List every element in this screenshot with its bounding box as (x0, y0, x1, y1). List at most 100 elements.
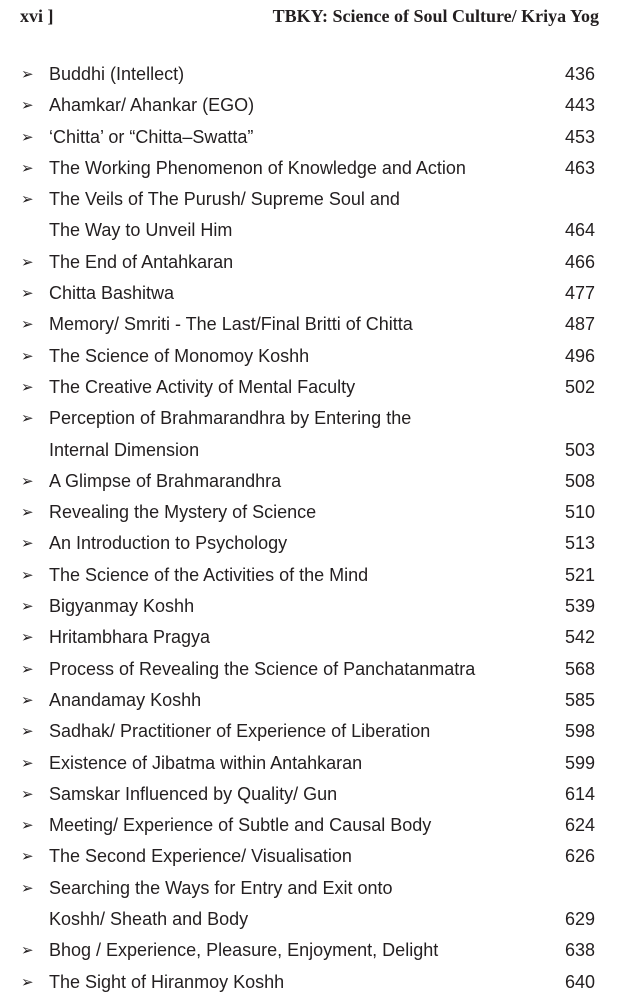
toc-entry: ➢ ‘Chitta’ or “Chitta–Swatta” 453 (0, 122, 633, 153)
toc-entry: ➢ A Glimpse of Brahmarandhra 508 (0, 466, 633, 497)
arrow-bullet-icon: ➢ (21, 535, 34, 553)
toc-entry: ➢ The Working Phenomenon of Knowledge and… (0, 153, 633, 184)
toc-entry-title: The Science of the Activities of the Min… (49, 564, 369, 585)
toc-entry-page: 508 (564, 470, 595, 491)
toc-entry-page: 443 (564, 95, 595, 116)
toc-entry-title: Chitta Bashitwa (49, 283, 175, 304)
toc-entry: The Way to Unveil Him 464 (0, 215, 633, 246)
toc-entry-page: 614 (564, 783, 595, 804)
toc-entry-page: 539 (564, 596, 595, 617)
toc-entry-title: Revealing the Mystery of Science (49, 502, 317, 523)
toc-entry-title: The End of Antahkaran (49, 251, 234, 272)
toc-entry: ➢ Memory/ Smriti - The Last/Final Britti … (0, 309, 633, 340)
toc-entry-page: 585 (564, 689, 595, 710)
toc-entry: ➢ The Science of the Activities of the Mi… (0, 560, 633, 591)
arrow-bullet-icon: ➢ (21, 848, 34, 866)
toc-entry-title: Perception of Brahmarandhra by Entering … (49, 408, 412, 429)
arrow-bullet-icon: ➢ (21, 378, 34, 396)
toc-entry-page: 503 (564, 439, 595, 460)
arrow-bullet-icon: ➢ (21, 723, 34, 741)
toc-entry-page: 487 (564, 314, 595, 335)
toc-entry-page: 568 (564, 658, 595, 679)
toc-entry: Koshh/ Sheath and Body 629 (0, 904, 633, 935)
toc-entry-title: An Introduction to Psychology (49, 533, 288, 554)
toc-entry-page: 453 (564, 126, 595, 147)
arrow-bullet-icon: ➢ (21, 66, 34, 83)
toc-entry: ➢ The End of Antahkaran 466 (0, 247, 633, 278)
toc-entry: ➢ Existence of Jibatma within Antahkaran 5… (0, 748, 633, 779)
toc-entry-title: A Glimpse of Brahmarandhra (49, 470, 282, 491)
toc-entry-page: 513 (564, 533, 595, 554)
toc-entry-page: 598 (564, 721, 595, 742)
toc-entry: ➢ Samskar Influenced by Quality/ Gun 614 (0, 779, 633, 810)
page-number: xvi ] (20, 6, 54, 26)
arrow-bullet-icon: ➢ (21, 785, 34, 803)
toc-entry-page: 624 (564, 815, 595, 836)
arrow-bullet-icon: ➢ (21, 410, 34, 428)
toc-entry: ➢ The Veils of The Purush/ Supreme Soul a… (0, 184, 633, 215)
toc-entry-page: 477 (564, 283, 595, 304)
toc-entry-page: 464 (564, 220, 595, 241)
arrow-bullet-icon: ➢ (21, 660, 34, 678)
arrow-bullet-icon: ➢ (21, 754, 34, 772)
toc-entry: ➢ The Sight of Hiranmoy Koshh 640 (0, 967, 633, 998)
arrow-bullet-icon: ➢ (21, 285, 34, 303)
toc-entry-title: Samskar Influenced by Quality/ Gun (49, 783, 338, 804)
arrow-bullet-icon: ➢ (21, 942, 34, 960)
toc-entry: ➢ Process of Revealing the Science of Pan… (0, 654, 633, 685)
toc-entry: Internal Dimension 503 (0, 435, 633, 466)
toc-entry: ➢ Bhog / Experience, Pleasure, Enjoyment,… (0, 935, 633, 966)
toc-entry-title: Memory/ Smriti - The Last/Final Britti o… (49, 314, 413, 335)
toc-entry: ➢ Bigyanmay Koshh 539 (0, 591, 633, 622)
arrow-bullet-icon: ➢ (21, 347, 34, 365)
toc-entry-page: 502 (564, 376, 595, 397)
toc-entry-title: Meeting/ Experience of Subtle and Causal… (49, 815, 432, 836)
arrow-bullet-icon: ➢ (21, 316, 34, 334)
toc-entry-title: The Sight of Hiranmoy Koshh (49, 971, 285, 992)
toc-entry-title: Ahamkar/ Ahankar (EGO) (49, 95, 255, 116)
arrow-bullet-icon: ➢ (21, 97, 34, 115)
toc-entry-title: Process of Revealing the Science of Panc… (49, 658, 476, 679)
toc-entry-title: The Science of Monomoy Koshh (49, 345, 310, 366)
toc-entry-page: 463 (564, 157, 595, 178)
toc-entry-page: 496 (564, 345, 595, 366)
toc-entry: ➢ Anandamay Koshh 585 (0, 685, 633, 716)
arrow-bullet-icon: ➢ (21, 504, 34, 522)
table-of-contents: ➢ Buddhi (Intellect) 436 ➢ Ahamkar/ Ahankar … (0, 59, 633, 998)
toc-entry-title: Internal Dimension (49, 439, 200, 460)
toc-entry-title: Bigyanmay Koshh (49, 596, 195, 617)
toc-entry-page: 510 (564, 502, 595, 523)
toc-entry-title: Buddhi (Intellect) (49, 64, 185, 84)
toc-entry: ➢ Ahamkar/ Ahankar (EGO) 443 (0, 90, 633, 121)
arrow-bullet-icon: ➢ (21, 817, 34, 835)
toc-entry: ➢ Sadhak/ Practitioner of Experience of L… (0, 716, 633, 747)
toc-entry-title: Anandamay Koshh (49, 689, 202, 710)
arrow-bullet-icon: ➢ (21, 629, 34, 647)
toc-entry: ➢ The Science of Monomoy Koshh 496 (0, 341, 633, 372)
toc-entry-page: 521 (564, 564, 595, 585)
toc-entry-title: ‘Chitta’ or “Chitta–Swatta” (49, 126, 254, 147)
toc-entry-page: 629 (564, 909, 595, 930)
toc-entry-page: 542 (564, 627, 595, 648)
toc-entry-title: The Creative Activity of Mental Faculty (49, 376, 356, 397)
arrow-bullet-icon: ➢ (21, 128, 34, 146)
toc-entry: ➢ Hritambhara Pragya 542 (0, 622, 633, 653)
arrow-bullet-icon: ➢ (21, 598, 34, 616)
toc-entry-page: 638 (564, 940, 595, 961)
arrow-bullet-icon: ➢ (21, 253, 34, 271)
toc-entry: ➢ Meeting/ Experience of Subtle and Causa… (0, 810, 633, 841)
arrow-bullet-icon: ➢ (21, 691, 34, 709)
toc-entry-title: Existence of Jibatma within Antahkaran (49, 752, 363, 773)
toc-entry-page: 436 (564, 64, 595, 84)
arrow-bullet-icon: ➢ (21, 159, 34, 177)
arrow-bullet-icon: ➢ (21, 879, 34, 897)
toc-entry-title: Koshh/ Sheath and Body (49, 909, 249, 930)
toc-entry: ➢ An Introduction to Psychology 513 (0, 528, 633, 559)
running-title: TBKY: Science of Soul Culture/ Kriya Yog (272, 6, 599, 26)
toc-entry-title: The Veils of The Purush/ Supreme Soul an… (49, 189, 400, 210)
arrow-bullet-icon: ➢ (21, 973, 34, 991)
arrow-bullet-icon: ➢ (21, 191, 34, 209)
toc-entry-page: 466 (564, 251, 595, 272)
toc-entry: ➢ The Second Experience/ Visualisation 626 (0, 841, 633, 872)
toc-entry-title: Hritambhara Pragya (49, 627, 211, 648)
